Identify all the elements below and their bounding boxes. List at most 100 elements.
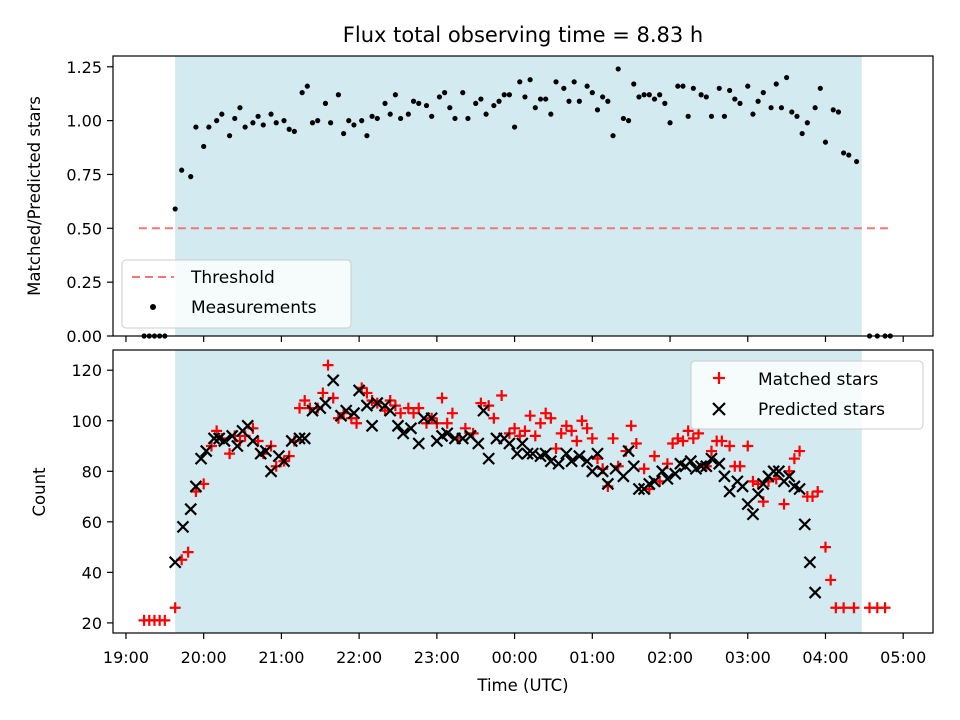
measurement-point <box>853 158 860 165</box>
legend-predicted-swatch <box>712 402 726 416</box>
matched-star-point <box>716 435 728 447</box>
predicted-star-point <box>360 399 374 412</box>
matched-star-point <box>534 417 546 429</box>
matched-star-point <box>550 443 562 455</box>
matched-star-point <box>294 402 306 414</box>
measurement-point <box>172 206 178 212</box>
matched-star-point <box>819 541 831 553</box>
predicted-star-point <box>440 427 454 440</box>
measurement-point <box>291 128 297 134</box>
predicted-star-point <box>456 432 470 445</box>
measurement-point <box>188 174 194 180</box>
measurement-point <box>304 83 310 89</box>
predicted-star-point <box>194 452 208 465</box>
legend-measurements-swatch <box>150 304 156 310</box>
y-tick-label: 1.25 <box>66 58 102 77</box>
measurement-point <box>571 79 577 85</box>
matched-star-point <box>788 453 800 465</box>
measurement-point <box>812 105 818 111</box>
predicted-star-point <box>396 427 410 440</box>
predicted-star-point <box>176 520 190 534</box>
matched-star-point <box>408 407 420 419</box>
matched-star-point <box>807 491 819 503</box>
predicted-star-point <box>339 404 353 417</box>
predicted-star-point <box>306 404 319 417</box>
predicted-star-point <box>803 555 817 569</box>
y-tick-label: 20 <box>82 614 102 633</box>
matched-star-point <box>566 425 578 437</box>
matched-star-point <box>402 402 414 414</box>
matched-star-point <box>529 430 541 442</box>
measurement-point <box>773 81 779 87</box>
predicted-star-point <box>767 465 780 478</box>
matched-star-point <box>742 440 754 452</box>
matched-star-point <box>687 432 699 444</box>
predicted-star-point <box>565 454 578 468</box>
measurement-point <box>561 85 567 91</box>
measurement-point <box>784 74 790 81</box>
measurement-point <box>242 124 248 130</box>
measurement-point <box>817 85 823 91</box>
measurement-point <box>369 113 375 119</box>
top-legend-box <box>121 259 352 329</box>
x-axis-label: Time (UTC) <box>476 676 568 695</box>
matched-star-point <box>509 422 521 434</box>
matched-star-point <box>351 417 363 429</box>
predicted-star-point <box>293 432 306 445</box>
predicted-star-point <box>298 432 311 445</box>
matched-star-point <box>812 486 824 497</box>
matched-star-point <box>446 407 458 419</box>
measurement-point <box>532 105 538 111</box>
matched-star-point <box>413 402 425 414</box>
predicted-star-point <box>736 480 749 493</box>
measurement-point <box>473 100 479 106</box>
predicted-star-point <box>552 457 565 470</box>
matched-star-point <box>545 412 557 424</box>
predicted-star-point <box>189 480 203 493</box>
measurement-point <box>651 96 658 102</box>
measurement-point <box>755 98 761 104</box>
measurement-point <box>226 133 233 139</box>
matched-star-point <box>159 614 171 626</box>
measurement-point <box>698 92 704 98</box>
measurement-point <box>201 143 207 150</box>
predicted-star-point <box>184 502 198 516</box>
measurement-point <box>527 77 533 83</box>
predicted-star-point <box>477 404 490 417</box>
legend-predicted-label: Predicted stars <box>758 400 885 420</box>
top-panel: 0.00 0.25 0.50 0.75 1.00 1.25 Matched/Predict… <box>25 55 934 346</box>
bottom-plot-frame <box>112 349 934 634</box>
predicted-star-point <box>617 470 630 483</box>
measurement-point <box>429 113 435 119</box>
measurement-point <box>193 124 199 130</box>
measurement-point <box>374 115 380 122</box>
predicted-star-point <box>655 465 669 478</box>
y-tick-label: 1.00 <box>66 112 102 131</box>
y-tick-label: 0.50 <box>66 219 102 238</box>
measurement-point <box>804 120 810 126</box>
top-plot-frame <box>112 55 934 337</box>
predicted-star-point <box>544 454 558 468</box>
predicted-star-point <box>285 434 299 448</box>
predicted-star-point <box>560 447 573 460</box>
predicted-star-point <box>591 447 604 460</box>
matched-star-point <box>224 448 236 460</box>
measurement-point <box>268 111 274 117</box>
predicted-star-point <box>391 419 405 433</box>
x-tick-label: 02:00 <box>647 648 693 667</box>
measurement-point <box>778 105 785 111</box>
top-y-ticks: 0.00 0.25 0.50 0.75 1.00 1.25 <box>66 58 113 346</box>
measurement-point <box>460 90 466 96</box>
measurement-point <box>690 85 696 91</box>
matched-star-point <box>169 602 181 614</box>
predicted-star-point <box>259 444 273 458</box>
legend-matched-swatch <box>713 372 725 384</box>
predicted-star-point <box>383 404 397 417</box>
x-tick-label: 19:00 <box>103 648 149 667</box>
measurement-point <box>392 92 399 98</box>
predicted-star-point <box>573 449 586 463</box>
measurement-point <box>232 115 238 122</box>
predicted-star-point <box>199 444 213 458</box>
measurement-point <box>442 90 448 96</box>
measurement-point <box>465 115 471 122</box>
